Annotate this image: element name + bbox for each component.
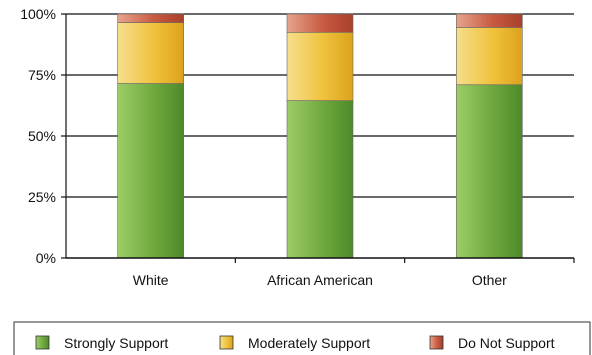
axes: 0% 25% 50% 75% 100% White African American Othe… (20, 6, 575, 288)
y-tick-label: 25% (28, 189, 56, 205)
bar-do-not-support (456, 13, 523, 28)
bars (117, 13, 523, 259)
legend-box (13, 321, 591, 355)
bar-moderately-support (117, 22, 184, 84)
legend: Strongly Support Moderately Support Do Not… (13, 321, 591, 355)
x-tick-label: African American (267, 272, 373, 288)
legend-label: Strongly Support (64, 335, 168, 351)
y-tick-label: 0% (36, 250, 56, 266)
legend-swatch-moderately-support (219, 335, 234, 350)
bar-strongly-support (456, 84, 523, 259)
x-tick-label: Other (472, 272, 507, 288)
legend-label: Do Not Support (458, 335, 555, 351)
y-tick-label: 50% (28, 128, 56, 144)
bar-do-not-support (117, 13, 184, 23)
bar-moderately-support (286, 31, 354, 101)
bar-do-not-support (286, 13, 354, 33)
x-tick-label: White (133, 272, 169, 288)
bar-strongly-support (117, 83, 184, 259)
bar-strongly-support (286, 100, 354, 259)
y-tick-label: 75% (28, 67, 56, 83)
legend-swatch-strongly-support (35, 335, 50, 350)
bar-moderately-support (456, 27, 523, 86)
legend-label: Moderately Support (248, 335, 370, 351)
y-tick-label: 100% (20, 6, 56, 22)
legend-swatch-do-not-support (429, 335, 444, 350)
